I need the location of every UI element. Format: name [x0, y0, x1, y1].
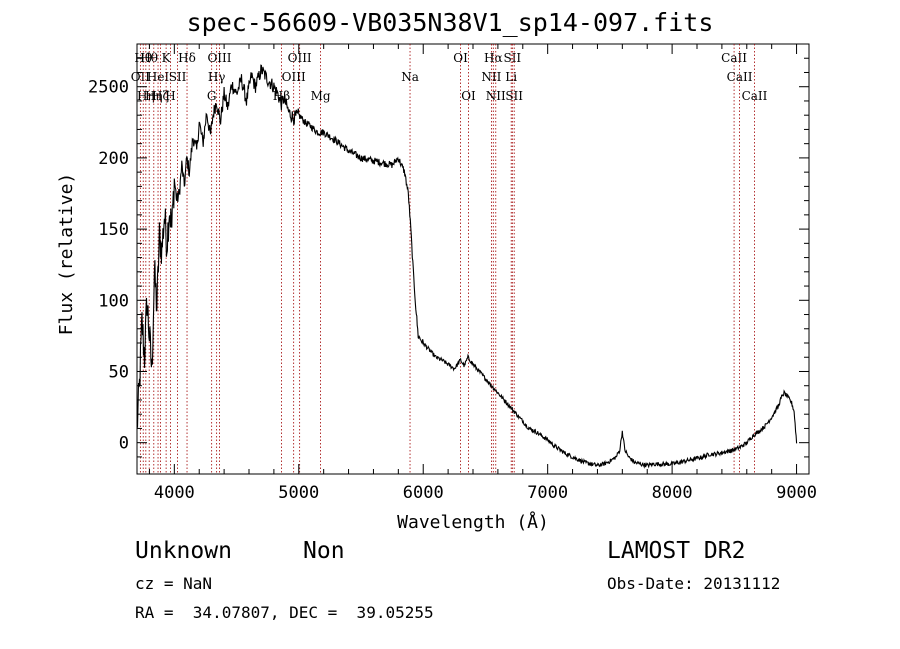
obs-date-label: Obs-Date: 20131112 — [607, 574, 781, 593]
line-label: Hθ — [140, 51, 158, 65]
emission-line-markers: OIIHθHηHθHηHeIHζKHSIIHδGHγOIIIHβOIIIOIII… — [131, 44, 768, 474]
object-subclass: Non — [303, 538, 345, 564]
y-tick-label: 0 — [119, 434, 129, 454]
line-label: Li — [505, 70, 517, 84]
line-label: Hα — [484, 51, 503, 65]
y-tick-label: 150 — [98, 220, 129, 240]
axis-ticks: 4000 5000 6000 7000 8000 9000 0 50 100 150 200 2500 — [88, 44, 817, 503]
line-label: G — [207, 89, 217, 103]
line-label: Na — [401, 70, 419, 84]
line-label: CaII — [727, 70, 753, 84]
x-tick-label: 5000 — [278, 483, 319, 503]
survey-label: LAMOST DR2 — [607, 538, 746, 564]
y-tick-label: 200 — [98, 149, 129, 169]
line-label: OIII — [207, 51, 231, 65]
line-label: Hη — [137, 89, 155, 103]
line-label: HeI — [147, 70, 170, 84]
line-label: OIII — [288, 51, 312, 65]
object-class: Unknown — [135, 538, 232, 564]
redshift-label: cz = NaN — [135, 574, 213, 593]
line-label: K — [162, 51, 172, 65]
x-tick-label: 4000 — [154, 483, 195, 503]
line-label: OII — [131, 70, 151, 84]
line-label: SII — [505, 89, 523, 103]
line-label: OI — [461, 89, 476, 103]
line-label: SII — [503, 51, 521, 65]
spectrum-line — [136, 64, 798, 469]
line-label: OIII — [282, 70, 306, 84]
line-label: H — [165, 89, 175, 103]
line-label: Mg — [311, 89, 331, 103]
x-tick-label: 6000 — [403, 483, 444, 503]
line-label: SII — [169, 70, 187, 84]
chart-title: spec-56609-VB035N38V1_sp14-097.fits — [186, 8, 714, 37]
line-label: Hη — [145, 89, 163, 103]
plot-frame — [136, 43, 810, 475]
line-label: Hδ — [178, 51, 196, 65]
y-axis-label: Flux (relative) — [56, 173, 77, 336]
line-label: Hγ — [208, 70, 226, 84]
line-label: NII — [481, 70, 501, 84]
y-tick-label: 50 — [109, 362, 129, 382]
line-label: Hζ — [152, 89, 169, 103]
x-tick-label: 8000 — [652, 483, 693, 503]
coordinates-label: RA = 34.07807, DEC = 39.05255 — [135, 603, 434, 622]
y-tick-label: 2500 — [88, 78, 129, 98]
x-tick-label: 9000 — [776, 483, 817, 503]
line-label: Hθ — [134, 51, 152, 65]
line-label: CaII — [721, 51, 747, 65]
line-label: NII — [486, 89, 506, 103]
x-axis-label: Wavelength (Å) — [397, 511, 549, 533]
y-tick-label: 100 — [98, 291, 129, 311]
x-tick-label: 7000 — [527, 483, 568, 503]
line-label: OI — [453, 51, 468, 65]
line-label: CaII — [742, 89, 768, 103]
